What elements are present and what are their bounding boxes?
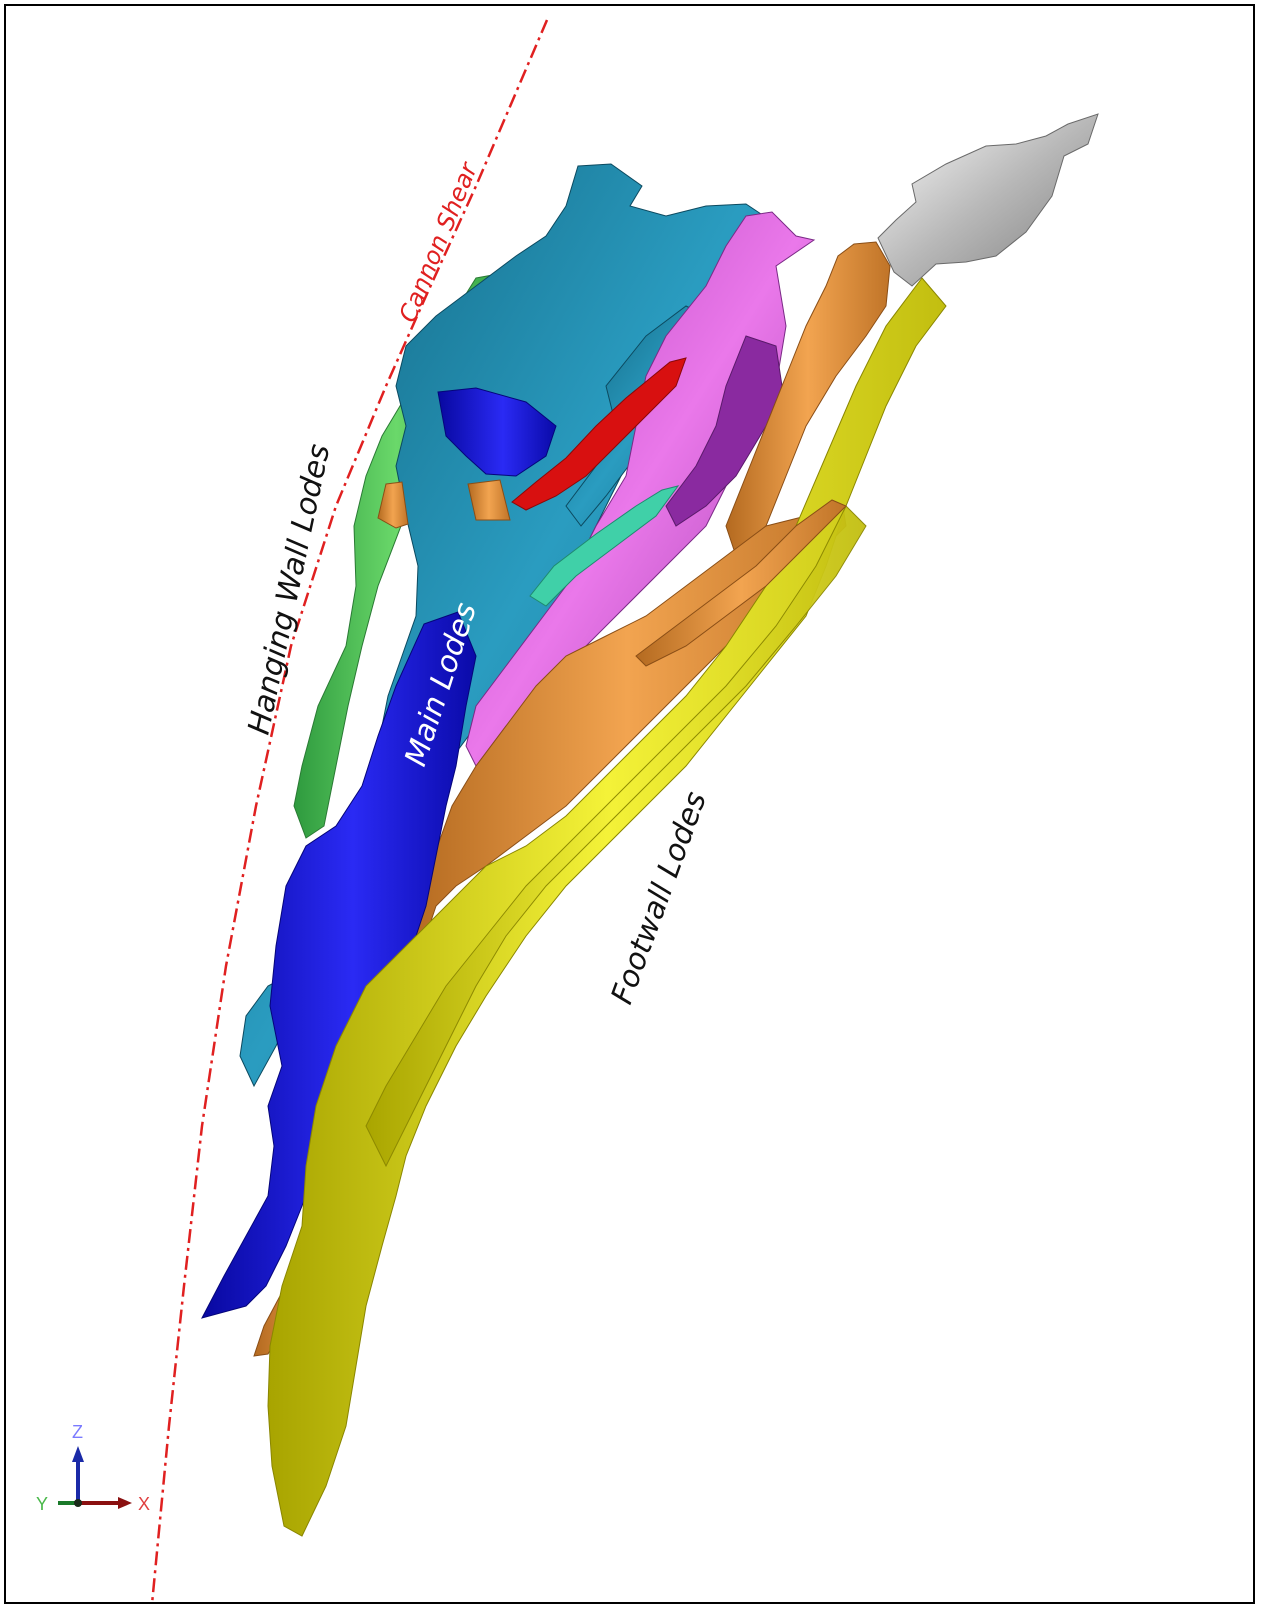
main-lode-purple bbox=[665, 335, 783, 527]
main-lode-blue bbox=[201, 611, 477, 1319]
cannon-shear-line bbox=[150, 19, 549, 1605]
lode-orange-knob-right bbox=[467, 479, 511, 521]
axis-z-label: Z bbox=[72, 1422, 83, 1442]
main-lode-red bbox=[511, 357, 687, 511]
z-arrow-icon bbox=[72, 1446, 84, 1462]
lode-orange-knob-left bbox=[377, 481, 409, 529]
lode-grey bbox=[877, 113, 1099, 287]
main-lode-mint bbox=[529, 485, 680, 607]
lode-model-view: Cannon Shear Hanging Wall Lodes Main Lod… bbox=[36, 19, 1099, 1605]
main-lode-blue-upper bbox=[437, 387, 557, 477]
figure-frame: Cannon Shear Hanging Wall Lodes Main Lod… bbox=[4, 4, 1255, 1605]
x-arrow-icon bbox=[118, 1497, 132, 1509]
axis-triad: Z Y X bbox=[36, 1422, 150, 1514]
footwall-lode-yellow bbox=[267, 277, 947, 1537]
footwall-lode-yellow-front bbox=[365, 505, 867, 1168]
footwall-lode-orange-slab bbox=[635, 499, 847, 667]
hanging-wall-label: Hanging Wall Lodes bbox=[242, 441, 338, 738]
axis-x-label: X bbox=[138, 1494, 150, 1514]
axis-y-label: Y bbox=[36, 1494, 48, 1514]
